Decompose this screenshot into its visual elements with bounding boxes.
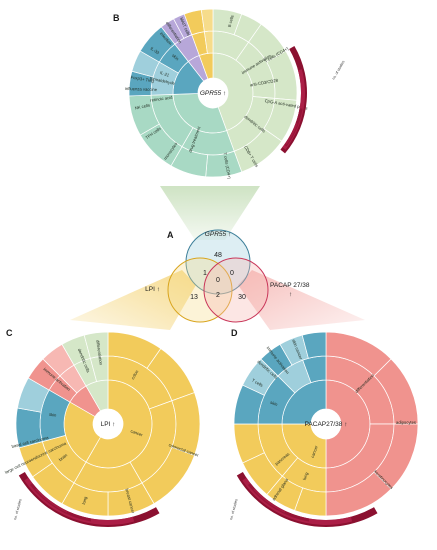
- sunburst-c-label: lung: [81, 495, 88, 505]
- axis-title-b: no. of studies: [331, 60, 345, 81]
- funnel-d: [238, 270, 365, 330]
- funnel-b: [160, 186, 260, 240]
- panel-letter-c: C: [6, 328, 13, 338]
- sunburst-c-label: differentiation: [95, 340, 104, 366]
- panel-letter-b: B: [113, 13, 120, 23]
- axis-title-c: no. of studies: [13, 498, 22, 520]
- sunburst-b-segment: [200, 8, 214, 32]
- sunburst-d-segment: [301, 331, 327, 359]
- funnel-c: [70, 270, 196, 330]
- sunburst-b-label: formaldehyde: [149, 76, 176, 86]
- sunburst-b-label: NK cells: [134, 102, 150, 110]
- panel-letter-d: D: [231, 328, 238, 338]
- sunburst-c-center: [93, 409, 123, 439]
- sunburst-b: GPR55 ↑ B cells T cells (CD4+) anti-CD3/CD2…: [125, 8, 308, 180]
- sunburst-d-label: cancer: [310, 444, 319, 458]
- venn-circle-gpr55: [185, 229, 251, 295]
- venn-count-gpr55-lpi: 1: [203, 270, 207, 277]
- venn-count-gpr55-only: 48: [214, 252, 222, 259]
- sunburst-b-label: T cells (CD4+): [222, 152, 232, 180]
- sunburst-b-label: Foxp3+ Treg: [130, 75, 155, 84]
- study-bar-c: [29, 483, 92, 522]
- sunburst-c-label: brain: [58, 452, 69, 462]
- sunburst-c-label: colon: [130, 369, 140, 381]
- sunburst-d: PACAP27/38 ↑differentiationskincancerpan…: [233, 331, 419, 517]
- sunburst-d-label: adipocytes: [396, 420, 416, 425]
- sunburst-c-label: skin: [49, 412, 58, 418]
- venn-diagram: 48 13 30 1 0 2 0 GPR55 ↑ LPI ↑ PACAP 27/…: [145, 229, 310, 323]
- venn-title-lpi: LPI ↑: [145, 286, 160, 293]
- venn-circle-lpi: [167, 257, 233, 323]
- study-bar-d: [247, 483, 310, 522]
- venn-count-pacap-only: 30: [238, 294, 246, 301]
- sunburst-d-label: skin: [270, 400, 279, 407]
- study-bar-b: [284, 108, 303, 147]
- sunburst-b-label: retinoic acid: [150, 95, 173, 103]
- venn-circle-pacap: [203, 257, 269, 323]
- sunburst-b-center: [198, 78, 228, 108]
- venn-title-gpr55: GPR55 ↑: [205, 231, 231, 238]
- sunburst-b-label: IL-33: [150, 46, 161, 56]
- venn-count-lpi-pacap: 2: [216, 292, 220, 299]
- sunburst-d-label: T cells: [251, 378, 264, 388]
- sunburst-c-label: cancer: [130, 428, 144, 437]
- venn-count-lpi-only: 13: [190, 294, 198, 301]
- sunburst-c-center-label: LPI ↑: [101, 421, 116, 428]
- sunburst-c-label: breast cancer: [124, 488, 136, 514]
- study-bar-c: [35, 488, 68, 513]
- axis-title-d: no. of studies: [229, 498, 238, 520]
- sunburst-d-label: lung: [302, 471, 310, 481]
- venn-count-all-three: 0: [216, 277, 220, 284]
- venn-count-gpr55-pacap: 0: [230, 270, 234, 277]
- sunburst-b-label: IL-21: [159, 70, 170, 78]
- sunburst-c-segment: [83, 331, 109, 359]
- study-bars-b: [280, 46, 307, 154]
- study-bars-d: [236, 472, 378, 527]
- study-bar-d: [253, 488, 286, 513]
- venn-title-pacap: PACAP 27/38: [270, 282, 310, 289]
- sunburst-d-center-label: PACAP27/38 ↑: [305, 421, 348, 428]
- sunburst-b-label: skin: [171, 53, 180, 62]
- study-bar-b: [285, 123, 298, 145]
- sunburst-b-label: anti-CD3/CD28: [250, 77, 279, 87]
- sunburst-d-center: [311, 409, 341, 439]
- venn-title-pacap-arrow: ↑: [289, 291, 292, 298]
- sunburst-b-label: influenza vaccine: [125, 86, 158, 92]
- study-bars-c: [18, 472, 160, 527]
- sunburst-b-center-label: GPR55 ↑: [200, 90, 226, 97]
- panel-letter-a: A: [167, 230, 174, 240]
- sunburst-b-label: B cells: [227, 15, 235, 28]
